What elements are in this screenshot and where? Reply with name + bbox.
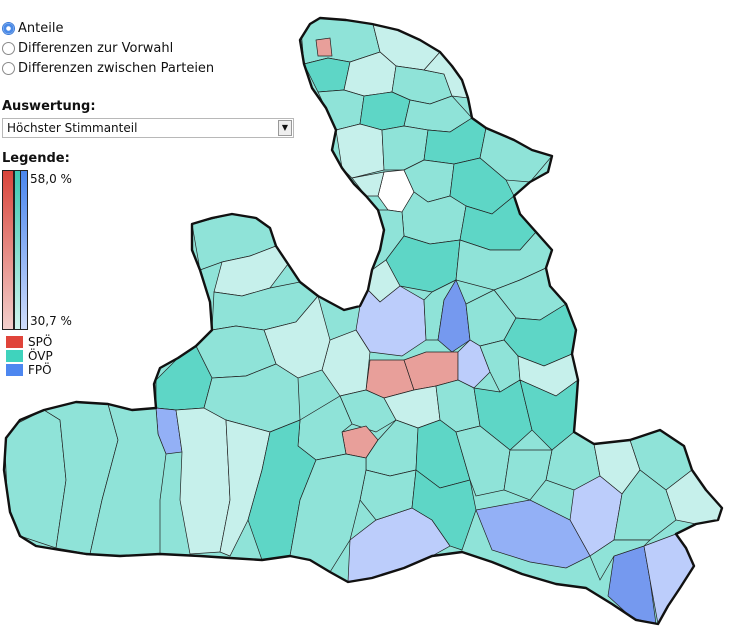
municipality[interactable]	[289, 453, 367, 573]
radio-unchecked-icon[interactable]	[2, 41, 15, 55]
radio-option-differenzen-parteien[interactable]: Differenzen zwischen Parteien	[2, 58, 302, 78]
legend-swatch	[6, 336, 23, 348]
radio-label: Differenzen zur Vorwahl	[18, 40, 174, 56]
legend-swatch	[6, 364, 23, 376]
legend-party-name: ÖVP	[28, 349, 53, 363]
legend-gradient-fpo	[20, 170, 28, 330]
evaluation-selected-value: Höchster Stimmanteil	[7, 121, 138, 135]
municipality[interactable]	[411, 469, 477, 551]
legend-max-value: 58,0 %	[30, 172, 72, 186]
legend-item-spo: SPÖ	[6, 335, 52, 349]
legend-party-name: FPÖ	[28, 363, 52, 377]
evaluation-label: Auswertung:	[2, 99, 96, 114]
legend-gradient-spo	[2, 170, 14, 330]
municipality[interactable]	[355, 285, 427, 357]
radio-option-differenzen-vorwahl[interactable]: Differenzen zur Vorwahl	[2, 38, 302, 58]
municipality[interactable]	[475, 499, 591, 569]
municipality[interactable]	[315, 37, 333, 57]
radio-option-anteile[interactable]: Anteile	[2, 18, 302, 38]
legend-min-value: 30,7 %	[30, 314, 72, 328]
legend-swatch	[6, 350, 23, 362]
dropdown-arrow-icon[interactable]: ▼	[278, 120, 292, 136]
radio-label: Anteile	[18, 20, 64, 36]
municipality[interactable]	[359, 91, 411, 131]
municipality[interactable]	[503, 449, 553, 501]
radio-checked-icon[interactable]	[2, 21, 15, 35]
municipality[interactable]	[4, 409, 67, 549]
radio-unchecked-icon[interactable]	[2, 61, 15, 75]
evaluation-select[interactable]: Höchster Stimmanteil ▼	[2, 118, 294, 138]
legend-label: Legende:	[2, 151, 70, 166]
municipality[interactable]	[589, 539, 651, 581]
municipality[interactable]	[317, 89, 365, 131]
radio-label: Differenzen zwischen Parteien	[18, 60, 215, 76]
mode-selector: Anteile Differenzen zur Vorwahl Differen…	[2, 18, 302, 78]
legend-party-name: SPÖ	[28, 335, 53, 349]
legend-item-ovp: ÖVP	[6, 349, 53, 363]
legend-item-fpo: FPÖ	[6, 363, 52, 377]
